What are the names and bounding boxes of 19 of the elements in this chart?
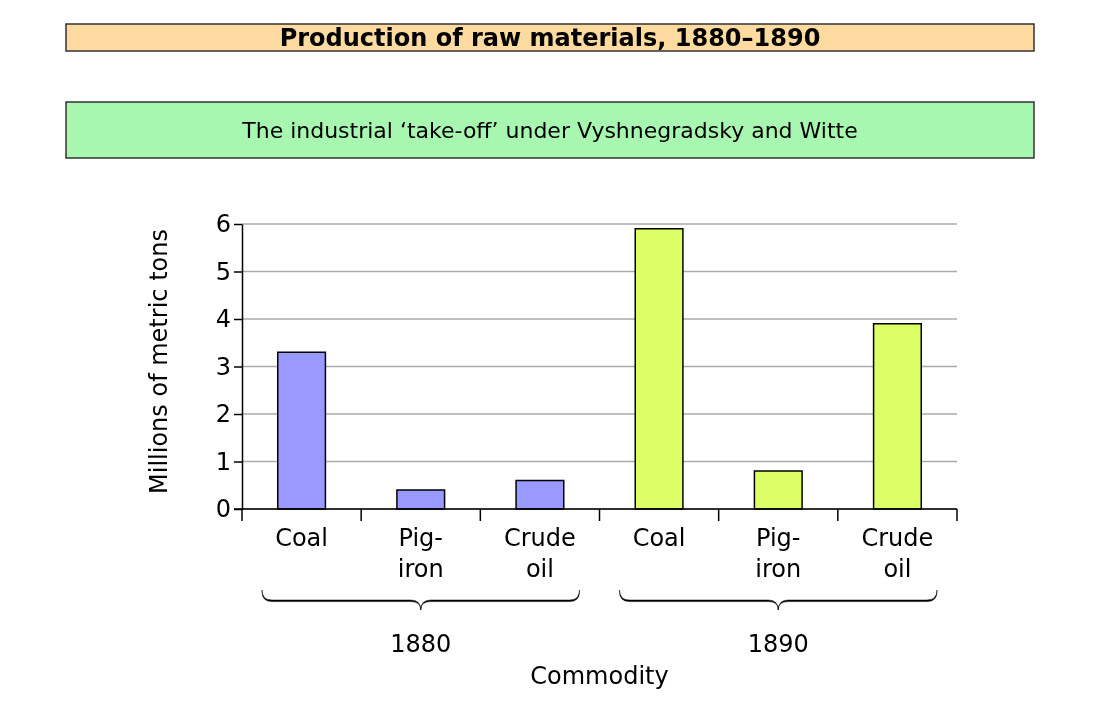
text: 1880 <box>390 630 452 658</box>
x-tick-label: Coal <box>275 524 328 552</box>
y-tick-label: 0 <box>215 495 231 524</box>
y-tick-label: 3 <box>215 352 231 381</box>
y-axis-title: Millions of metric tons <box>145 229 173 494</box>
y-tick-label: 1 <box>215 447 231 476</box>
y-tick-label: 4 <box>215 305 231 334</box>
text: 1890 <box>747 630 809 658</box>
y-tick-label: 6 <box>215 210 231 239</box>
chart-subtitle: The industrial ‘take-off’ under Vyshnegradsky and Witte <box>241 117 858 143</box>
x-axis-title: Commodity <box>530 662 669 690</box>
x-tick-label: Coal <box>632 524 686 552</box>
x-tick-label: Pig-iron <box>397 524 444 583</box>
x-tick-label: Crude oil <box>503 524 576 583</box>
y-tick-label: 5 <box>215 257 231 286</box>
x-tick-label: Pig-iron <box>755 524 802 583</box>
y-tick-label: 2 <box>215 400 231 429</box>
x-tick-label: Crude oil <box>861 524 934 583</box>
chart-title: Production of raw materials, 1880–1890 <box>279 23 821 52</box>
